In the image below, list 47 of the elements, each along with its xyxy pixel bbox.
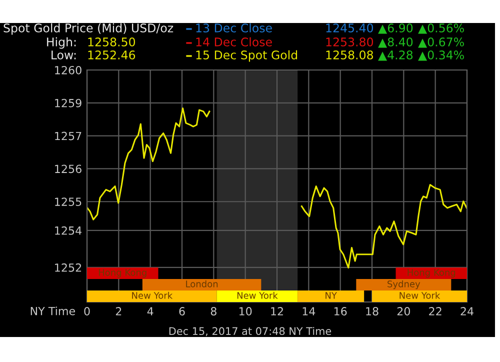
x-tick-label: 8	[210, 307, 216, 316]
x-tick-label: 22	[429, 307, 442, 316]
x-tick-label: 10	[239, 307, 252, 316]
text: 1258.50	[88, 37, 136, 46]
x-tick-label: 14	[302, 307, 316, 316]
y-tick-label: 1260	[55, 66, 82, 74]
text: ▲0.67%	[418, 37, 464, 48]
x-tick-label: 12	[271, 307, 283, 316]
text: Dec 15, 2017 at 07:48 NY Time	[169, 326, 332, 336]
band-label: Hong Kong	[408, 269, 456, 278]
text: ▲6.90	[378, 23, 413, 34]
band-label: Sydney	[388, 280, 420, 290]
y-tick-label: 1252	[55, 263, 82, 272]
text: 1245.40	[326, 23, 374, 32]
text: Low:	[52, 50, 76, 60]
text: ▲0.56%	[418, 23, 464, 34]
x-tick-label: 20	[397, 307, 410, 316]
text: ▲0.34%	[418, 50, 464, 61]
x-axis-title: NY Time	[30, 306, 76, 316]
band-label: New York	[132, 292, 173, 299]
x-tick-label: 2	[116, 307, 122, 316]
text: High:	[47, 37, 76, 49]
x-tick-label: 0	[84, 307, 90, 316]
band-label: London	[186, 280, 218, 288]
y-tick-label: 1257	[55, 132, 82, 140]
legend-label: 15 Dec Spot Gold	[196, 50, 298, 62]
y-tick-label: 1255	[55, 198, 82, 206]
text: ▲4.28	[378, 50, 413, 61]
band-label: Hong Kong	[98, 269, 146, 278]
x-tick-label: 18	[366, 307, 378, 316]
y-tick-label: 1259	[55, 98, 82, 108]
text: 1253.80	[326, 37, 374, 46]
x-tick-label: 4	[147, 307, 154, 316]
legend-label: 14 Dec Close	[196, 37, 272, 46]
band-label: NY	[326, 292, 337, 299]
text: 1252.46	[88, 50, 136, 60]
legend-label: 13 Dec Close	[196, 23, 272, 32]
y-tick-label: 1256	[55, 164, 82, 174]
y-tick-label: 1254	[55, 226, 82, 235]
text: 1258.08	[326, 50, 374, 60]
band-label: New York	[400, 292, 440, 299]
band-label: New York	[237, 292, 278, 299]
x-tick-label: 16	[334, 307, 347, 316]
x-tick-label: 6	[179, 307, 185, 316]
x-tick-label: 24	[460, 307, 474, 316]
text: ▲8.40	[378, 37, 413, 48]
chart-title: Spot Gold Price (Mid) USD/oz	[4, 23, 174, 35]
